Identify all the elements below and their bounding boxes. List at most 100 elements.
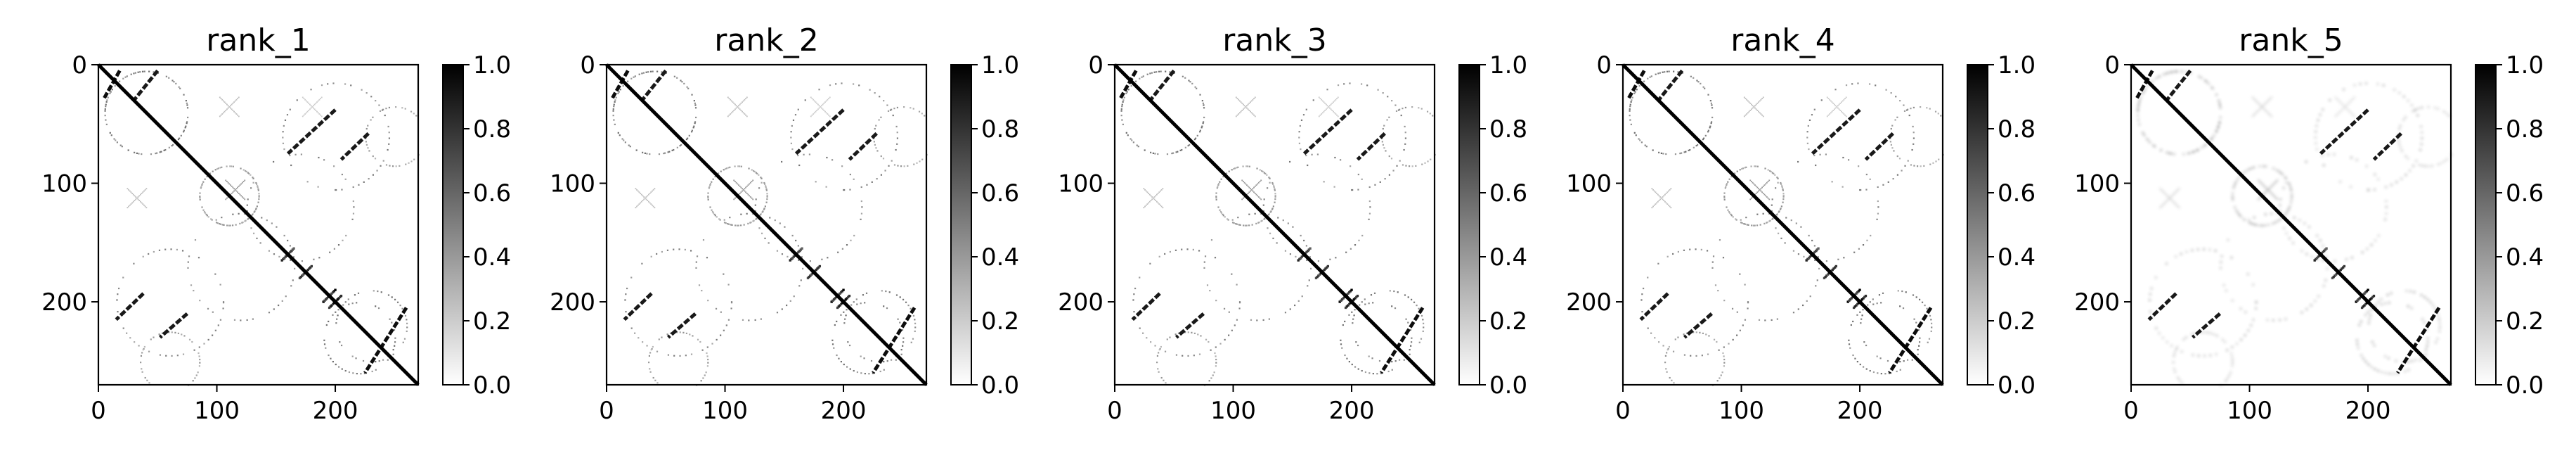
heatmap-cell bbox=[1929, 338, 1930, 340]
heatmap-cell bbox=[1261, 220, 1262, 222]
heatmap-cell bbox=[1758, 111, 1759, 113]
heatmap-cell bbox=[1228, 335, 1229, 336]
heatmap-cell bbox=[2411, 307, 2412, 309]
heatmap-cell bbox=[642, 152, 643, 153]
heatmap-cell bbox=[642, 341, 643, 343]
heatmap-cell bbox=[131, 202, 133, 203]
heatmap-cell bbox=[1766, 196, 1768, 198]
heatmap-cell bbox=[2335, 115, 2336, 117]
heatmap-cell bbox=[842, 289, 844, 291]
heatmap-cell bbox=[1423, 326, 1424, 328]
heatmap-cell bbox=[846, 244, 848, 246]
heatmap-cell bbox=[2276, 198, 2277, 199]
heatmap-cell bbox=[372, 371, 373, 372]
heatmap-cell bbox=[198, 352, 199, 354]
heatmap-cell bbox=[1647, 276, 1648, 278]
heatmap-cell bbox=[389, 137, 390, 139]
heatmap-cell bbox=[1865, 295, 1867, 297]
heatmap-cell bbox=[2323, 165, 2324, 166]
heatmap-cell bbox=[212, 335, 213, 336]
heatmap-cell bbox=[829, 115, 831, 117]
heatmap-cell bbox=[627, 81, 628, 82]
heatmap-cell bbox=[237, 187, 238, 189]
heatmap-cell bbox=[1747, 112, 1749, 113]
heatmap-cell bbox=[843, 189, 844, 191]
heatmap-cell bbox=[1683, 333, 1685, 335]
heatmap-cell bbox=[226, 224, 228, 226]
heatmap-cell bbox=[614, 101, 616, 103]
heatmap-cell bbox=[876, 150, 878, 151]
heatmap-cell bbox=[1167, 338, 1168, 340]
heatmap-cell bbox=[1260, 179, 1262, 181]
colorbar: 0.00.20.40.60.81.0 bbox=[2475, 51, 2544, 400]
heatmap-cell bbox=[1333, 111, 1334, 113]
heatmap-cell bbox=[304, 113, 306, 115]
heatmap-cell bbox=[1817, 248, 1819, 250]
heatmap-cell bbox=[1158, 202, 1159, 203]
heatmap-cell bbox=[205, 179, 206, 180]
heatmap-cell bbox=[373, 174, 374, 176]
heatmap-cell bbox=[1245, 184, 1246, 185]
heatmap-cell bbox=[133, 263, 134, 265]
heatmap-cell bbox=[254, 211, 255, 212]
heatmap-cell bbox=[875, 125, 876, 127]
heatmap-cell bbox=[1896, 117, 1898, 118]
heatmap-cell bbox=[321, 84, 323, 86]
heatmap-cell bbox=[2322, 155, 2323, 156]
heatmap-cell bbox=[650, 71, 652, 72]
heatmap-cell bbox=[148, 253, 149, 255]
heatmap-cell bbox=[1257, 184, 1258, 185]
heatmap-cell bbox=[837, 252, 839, 253]
heatmap-cell bbox=[1917, 165, 1918, 167]
heatmap-cell bbox=[1156, 362, 1158, 363]
heatmap-cell bbox=[1405, 137, 1406, 139]
heatmap-cell bbox=[1661, 153, 1662, 154]
heatmap-cell bbox=[832, 343, 834, 345]
heatmap-cell bbox=[1656, 202, 1657, 203]
heatmap-cell bbox=[2277, 198, 2278, 200]
heatmap-cell bbox=[1859, 189, 1860, 191]
heatmap-cell bbox=[1194, 333, 1196, 334]
heatmap-cell bbox=[1158, 71, 1160, 72]
heatmap-cell bbox=[1891, 128, 1892, 129]
heatmap-cell bbox=[2227, 377, 2228, 378]
heatmap-cell bbox=[1782, 189, 1783, 190]
heatmap-cell bbox=[1905, 291, 1907, 293]
heatmap-cell bbox=[1763, 115, 1764, 117]
heatmap-cell bbox=[235, 101, 236, 102]
heatmap-cell bbox=[843, 364, 845, 365]
heatmap-cell bbox=[706, 355, 708, 357]
heatmap-cell bbox=[821, 108, 822, 109]
heatmap-cell bbox=[1365, 371, 1366, 373]
heatmap-cell bbox=[2421, 137, 2423, 139]
heatmap-cell bbox=[1654, 191, 1655, 192]
heatmap-cell bbox=[1224, 308, 1225, 310]
heatmap-cell bbox=[171, 331, 173, 333]
heatmap-cell bbox=[1208, 341, 1209, 343]
heatmap-cell bbox=[2386, 213, 2387, 215]
heatmap-cell bbox=[2325, 279, 2326, 281]
heatmap-cell bbox=[732, 101, 734, 103]
heatmap-cell bbox=[791, 125, 793, 127]
heatmap-cell bbox=[1366, 84, 1368, 86]
heatmap-cell bbox=[358, 293, 359, 294]
heatmap-cell bbox=[1901, 170, 1902, 171]
heatmap-cell bbox=[2426, 349, 2427, 350]
heatmap-cell bbox=[1368, 302, 1370, 304]
heatmap-cell bbox=[2161, 149, 2162, 151]
heatmap-cell bbox=[1846, 115, 1847, 117]
heatmap-cell bbox=[2304, 222, 2305, 224]
heatmap-cell bbox=[2412, 165, 2414, 167]
heatmap-cell bbox=[1319, 115, 1320, 117]
heatmap-cell bbox=[134, 152, 135, 153]
heatmap-cell bbox=[902, 345, 903, 347]
heatmap-cell bbox=[1844, 98, 1846, 99]
heatmap-cell bbox=[1668, 205, 1669, 206]
heatmap-cell bbox=[240, 184, 241, 186]
heatmap-cell bbox=[1377, 89, 1378, 91]
heatmap-cell bbox=[766, 193, 768, 194]
heatmap-cell bbox=[2254, 99, 2255, 101]
heatmap-cell bbox=[366, 128, 368, 129]
heatmap-cell bbox=[2265, 166, 2267, 167]
heatmap-cell bbox=[864, 302, 865, 303]
